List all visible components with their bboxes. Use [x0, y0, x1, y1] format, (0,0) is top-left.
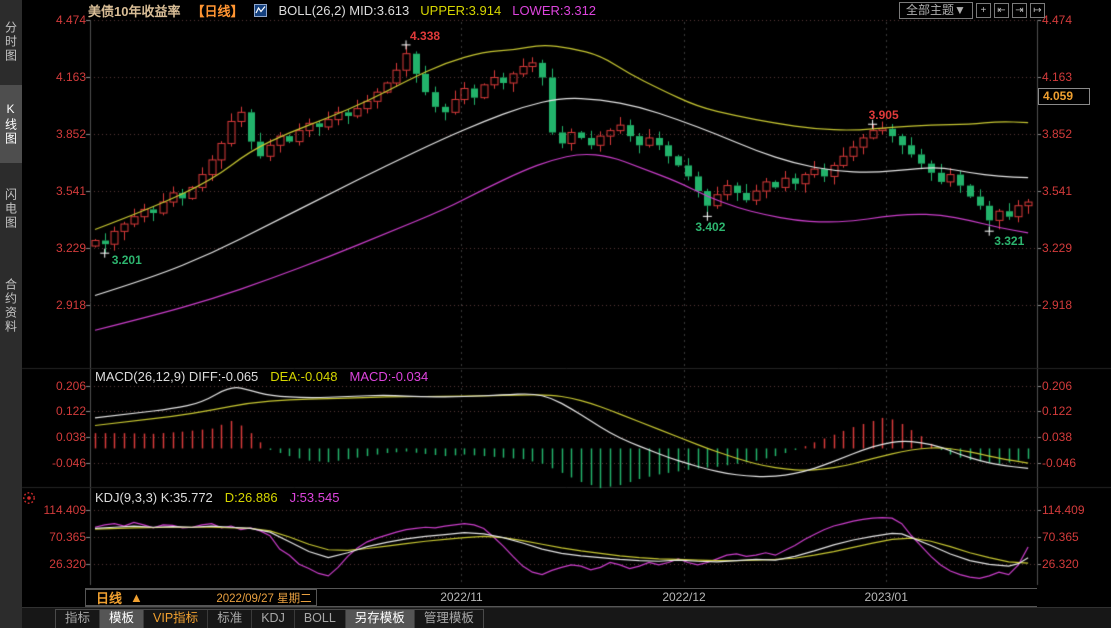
date-axis-top-line	[85, 588, 1037, 589]
expand-x-icon[interactable]: ⇥	[1011, 3, 1027, 18]
toolbar: 全部主题▼ + ⇤ ⇥ ↦	[899, 2, 1045, 19]
instrument-title: 美债10年收益率	[88, 3, 181, 19]
boll-lower-label: LOWER:3.312	[512, 2, 597, 18]
sidebar: 分时图 K线图闪电图合约资料	[0, 0, 22, 628]
period-dropdown-arrow-icon: ▲	[130, 590, 143, 605]
sidebar-item-1[interactable]: 分时图	[3, 21, 18, 63]
chart-header: 美债10年收益率 【日线】 BOLL(26,2) MID:3.613 UPPER…	[22, 0, 596, 20]
tab-指标[interactable]: 指标	[56, 610, 101, 628]
period-text: 日线	[96, 591, 123, 606]
start-date-cell: 2022/09/27 星期二	[212, 589, 317, 606]
tab-BOLL[interactable]: BOLL	[295, 610, 346, 628]
date-axis-bottom-line	[85, 606, 1037, 607]
sidebar-item-4[interactable]: 合约资料	[3, 278, 18, 334]
boll-mid-label: BOLL(26,2) MID:3.613	[278, 2, 410, 18]
tab-另存模板[interactable]: 另存模板	[345, 610, 415, 628]
month-label-2023/01: 2023/01	[864, 590, 908, 604]
tab-模板[interactable]: 模板	[100, 610, 145, 628]
tab-管理模板[interactable]: 管理模板	[423, 611, 474, 625]
compress-x-icon[interactable]: ⇤	[993, 3, 1009, 18]
period-label: 【日线】	[191, 3, 244, 19]
start-date-text: 2022/09/27 星期二	[216, 592, 312, 605]
tab-KDJ[interactable]: KDJ	[252, 610, 295, 628]
indicator-chart-icon	[254, 3, 268, 17]
boll-upper-label: UPPER:3.914	[420, 2, 502, 18]
tab-VIP指标[interactable]: VIP指标	[144, 610, 209, 628]
sidebar-item-3[interactable]: 闪电图	[3, 188, 18, 230]
crosshair-icon[interactable]: +	[975, 3, 991, 18]
pan-right-icon[interactable]: ↦	[1029, 3, 1045, 18]
month-label-2022/12: 2022/12	[662, 590, 706, 604]
tab-group: 指标 模板 VIP指标 标准 KDJ BOLL 另存模板 管理模板	[55, 609, 484, 628]
theme-dropdown-button[interactable]: 全部主题▼	[899, 2, 973, 19]
tab-标准[interactable]: 标准	[208, 610, 253, 628]
period-selector[interactable]: 日线 ▲	[85, 589, 213, 606]
sidebar-item-2[interactable]: K线图	[0, 85, 22, 163]
tool-icon-group: + ⇤ ⇥ ↦	[975, 3, 1045, 18]
bottom-tab-bar: 指标 模板 VIP指标 标准 KDJ BOLL 另存模板 管理模板	[0, 607, 1111, 628]
indicator-settings-icon[interactable]	[22, 491, 36, 505]
month-label-2022/11: 2022/11	[440, 590, 483, 604]
